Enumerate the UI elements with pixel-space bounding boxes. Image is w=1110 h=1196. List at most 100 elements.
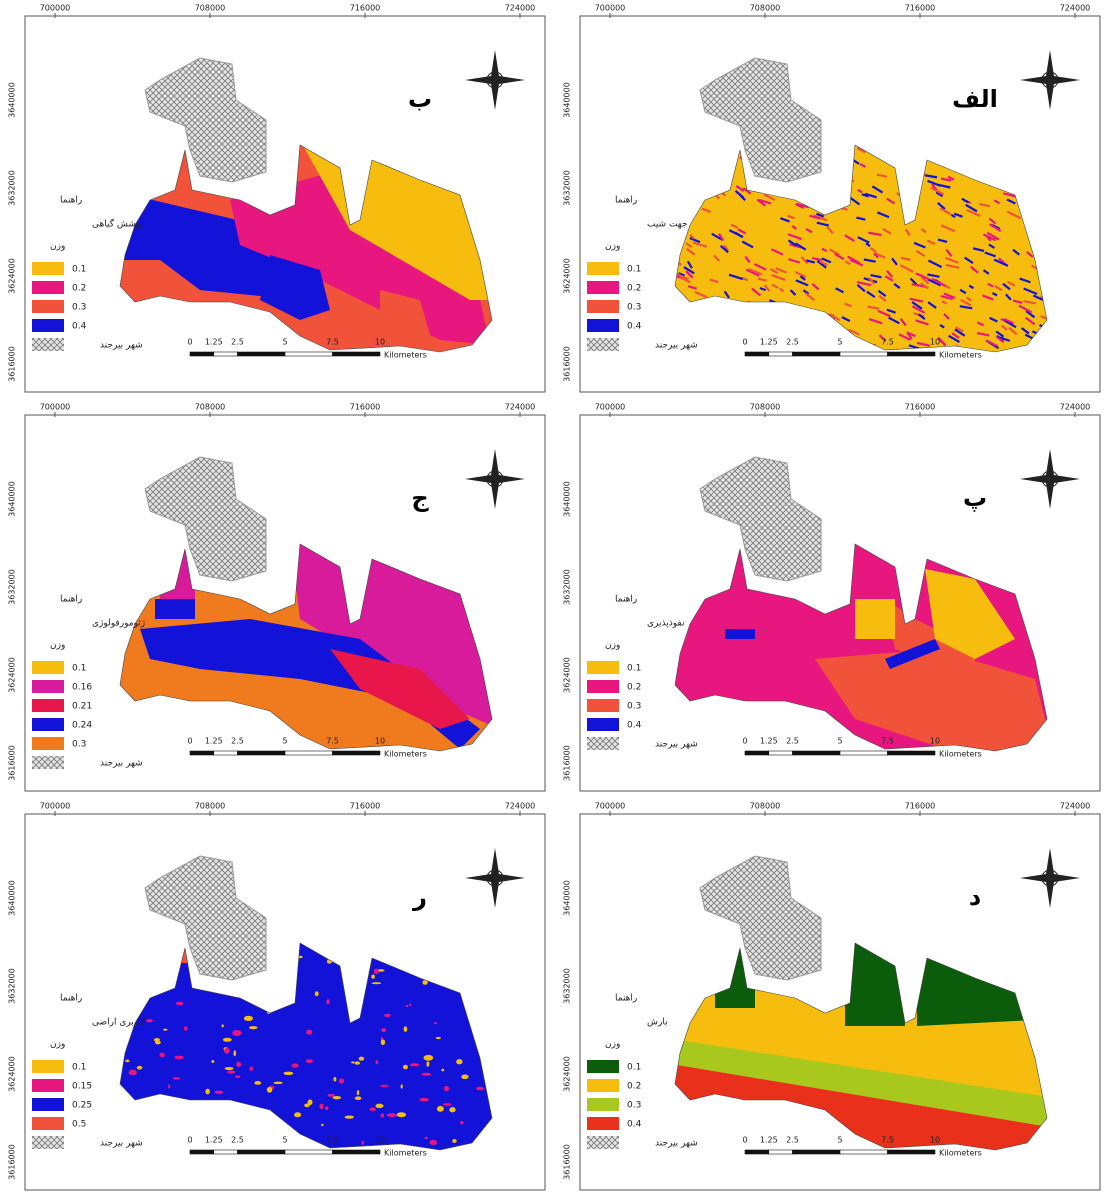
- y-coordinate-label: 3632000: [8, 170, 17, 206]
- y-coordinate-label: 3632000: [563, 569, 572, 605]
- scale-segment: [214, 751, 238, 755]
- legend-swatch: [32, 680, 64, 693]
- legend-label: 0.2: [627, 683, 641, 693]
- x-coordinate-label: 700000: [595, 802, 626, 811]
- zone-patch: [351, 1061, 354, 1063]
- zone-patch: [160, 1053, 165, 1058]
- panel-letter: الف: [952, 85, 998, 113]
- y-coordinate-label: 3616000: [8, 346, 17, 382]
- legend-label: 0.1: [72, 664, 86, 674]
- zone-patch: [456, 1059, 462, 1064]
- scale-segment: [190, 751, 214, 755]
- scale-segment: [333, 1150, 381, 1154]
- scale-label: 5: [837, 1136, 842, 1145]
- scale-segment: [769, 352, 793, 356]
- scale-segment: [793, 1150, 841, 1154]
- scale-segment: [745, 1150, 769, 1154]
- legend-label: 0.1: [627, 664, 641, 674]
- scale-label: 2.5: [231, 737, 244, 746]
- zone-patch: [205, 1089, 210, 1095]
- y-coordinate-label: 3624000: [563, 1056, 572, 1092]
- zone-patch: [232, 1030, 241, 1036]
- scale-label: 7.5: [326, 338, 339, 347]
- zone-patch: [315, 991, 319, 996]
- zone-patch: [461, 1074, 468, 1079]
- x-coordinate-label: 716000: [905, 403, 936, 412]
- zone-patch: [225, 1067, 234, 1070]
- legend-label: 0.5: [72, 1120, 86, 1130]
- zone-patch: [460, 1121, 463, 1124]
- legend-heading: راهنما: [615, 994, 637, 1004]
- scale-unit: Kilometers: [939, 1149, 982, 1158]
- legend-title: بارش: [647, 1018, 668, 1028]
- legend-swatch: [587, 737, 619, 750]
- scale-unit: Kilometers: [939, 351, 982, 360]
- scale-segment: [333, 751, 381, 755]
- legend-label: 0.2: [627, 284, 641, 294]
- zone-patch: [375, 1060, 378, 1064]
- legend-label: 0.3: [627, 303, 641, 313]
- legend-title: پوشش گیاهی: [92, 218, 144, 230]
- scale-segment: [238, 751, 286, 755]
- legend-label: 0.1: [627, 1063, 641, 1073]
- y-coordinate-label: 3640000: [8, 880, 17, 916]
- legend-swatch: [587, 1117, 619, 1130]
- zone-patch: [211, 1060, 214, 1063]
- legend-swatch: [587, 680, 619, 693]
- map-panel: 7000007080007160007240003640000363200036…: [563, 4, 1101, 393]
- legend-label: 0.2: [72, 284, 86, 294]
- scale-label: 7.5: [326, 1136, 339, 1145]
- zone-patch: [154, 1038, 160, 1042]
- x-coordinate-label: 700000: [595, 4, 626, 13]
- scale-segment: [285, 751, 333, 755]
- zone-patch: [437, 1106, 444, 1112]
- scale-label: 10: [375, 338, 385, 347]
- zone: [155, 599, 195, 619]
- zone-patch: [441, 1069, 444, 1072]
- x-coordinate-label: 724000: [1060, 802, 1091, 811]
- scale-label: 5: [282, 338, 287, 347]
- zone-patch: [333, 1096, 341, 1099]
- zone-patch: [374, 969, 379, 975]
- zone-patch: [184, 1026, 188, 1031]
- scale-segment: [840, 751, 888, 755]
- zone-patch: [254, 1081, 261, 1085]
- legend-swatch: [32, 1098, 64, 1111]
- legend-swatch: [32, 1060, 64, 1073]
- legend-city: شهر بیرجند: [655, 1139, 698, 1149]
- zone-patch: [419, 1098, 429, 1102]
- y-coordinate-label: 3624000: [563, 657, 572, 693]
- scale-segment: [214, 352, 238, 356]
- legend-city: شهر بیرجند: [655, 341, 698, 351]
- scale-label: 0: [187, 1136, 192, 1145]
- zone-patch: [345, 1115, 355, 1118]
- x-coordinate-label: 716000: [905, 4, 936, 13]
- legend-label: 0.4: [72, 322, 87, 332]
- legend-city: شهر بیرجند: [100, 341, 143, 351]
- zone-patch: [306, 1030, 312, 1035]
- zone-patch: [380, 1085, 389, 1087]
- scale-unit: Kilometers: [384, 351, 427, 360]
- zone-patch: [452, 1139, 457, 1143]
- zone-patch: [434, 1022, 437, 1024]
- scale-segment: [840, 352, 888, 356]
- zone-patch: [325, 1106, 329, 1110]
- zone-patch: [405, 1005, 408, 1007]
- zone-patch: [380, 1113, 384, 1117]
- legend-city: شهر بیرجند: [655, 740, 698, 750]
- legend-label: 0.4: [627, 721, 642, 731]
- scale-segment: [888, 751, 936, 755]
- zone-patch: [274, 1082, 283, 1084]
- legend-swatch: [587, 1060, 619, 1073]
- scale-label: 2.5: [786, 737, 799, 746]
- zone-patch: [410, 1063, 419, 1066]
- x-coordinate-label: 724000: [505, 802, 536, 811]
- scale-segment: [745, 352, 769, 356]
- zone-patch: [369, 1107, 375, 1111]
- x-coordinate-label: 724000: [505, 403, 536, 412]
- zone-patch: [387, 1113, 397, 1117]
- legend-swatch: [32, 338, 64, 351]
- x-coordinate-label: 708000: [750, 802, 781, 811]
- legend-city: شهر بیرجند: [100, 1139, 143, 1149]
